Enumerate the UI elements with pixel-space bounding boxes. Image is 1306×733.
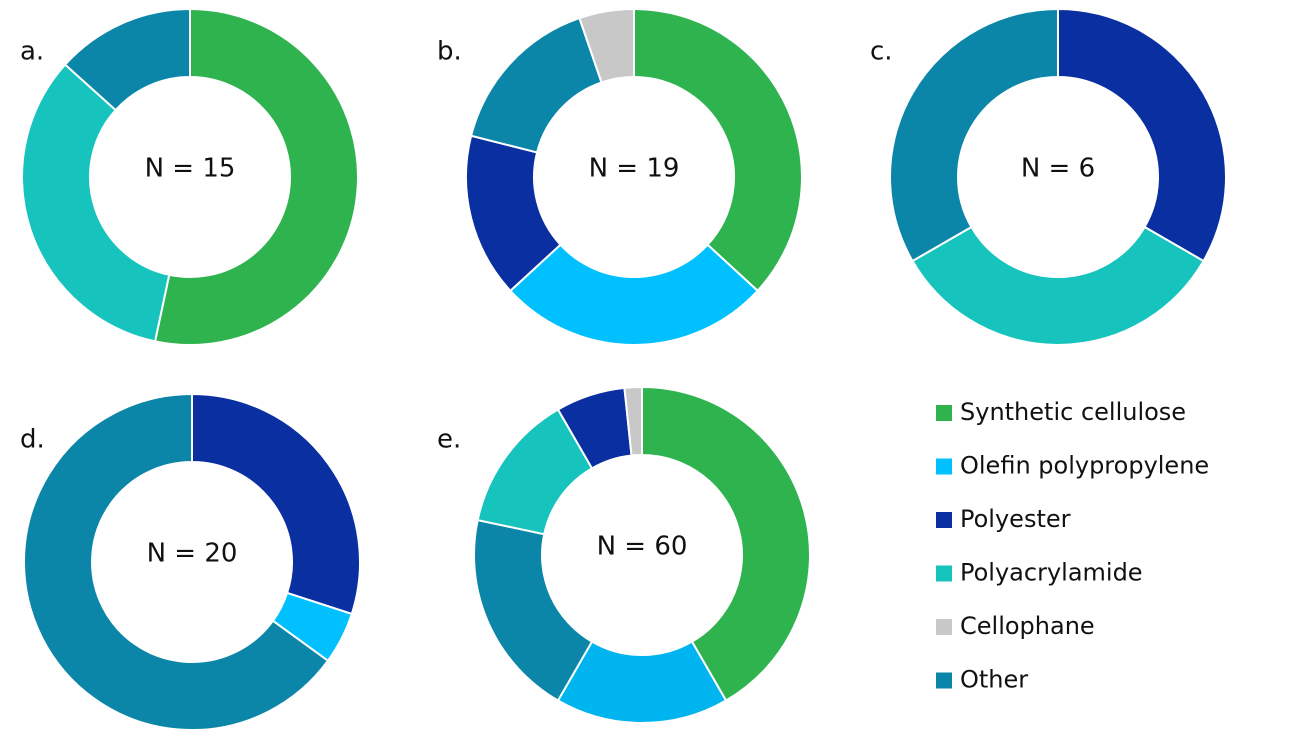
legend-label: Synthetic cellulose <box>960 398 1186 426</box>
pie-slice <box>63 7 191 112</box>
pie-slice <box>578 7 635 84</box>
pie-slice <box>911 225 1205 346</box>
pie-slice <box>473 518 594 702</box>
pie-slice <box>153 7 359 346</box>
pie-slice <box>641 385 811 702</box>
sample-size: N = 6 <box>1021 154 1095 184</box>
pie-slice <box>21 63 171 343</box>
panel-label: b. <box>437 37 462 67</box>
panel-label: a. <box>20 37 44 67</box>
sample-size: N = 60 <box>597 532 688 562</box>
legend-swatch <box>936 672 952 689</box>
panel-label: c. <box>870 37 893 67</box>
sample-size: N = 19 <box>589 154 680 184</box>
pie-slice <box>889 7 1059 263</box>
legend-swatch <box>936 405 952 421</box>
pie-slice <box>633 7 803 293</box>
legend-swatch <box>936 565 952 582</box>
panel-label: e. <box>437 425 461 455</box>
panel-label: d. <box>20 425 45 455</box>
legend-label: Cellophane <box>960 612 1095 640</box>
legend-swatch <box>936 512 952 528</box>
legend-label: Other <box>960 666 1028 694</box>
sample-size: N = 15 <box>145 154 236 184</box>
legend-label: Polyacrylamide <box>960 559 1143 587</box>
legend-label: Olefin polypropylene <box>960 452 1209 480</box>
pie-slice <box>191 392 361 616</box>
pie-slice <box>623 385 643 457</box>
legend-swatch <box>936 619 952 635</box>
pie-slice <box>469 16 603 154</box>
pie-slice <box>1057 7 1227 263</box>
sample-size: N = 20 <box>147 539 238 569</box>
pie-slice <box>23 392 330 731</box>
legend-swatch <box>936 458 952 475</box>
legend-label: Polyester <box>960 505 1071 533</box>
pie-slice <box>508 243 760 346</box>
